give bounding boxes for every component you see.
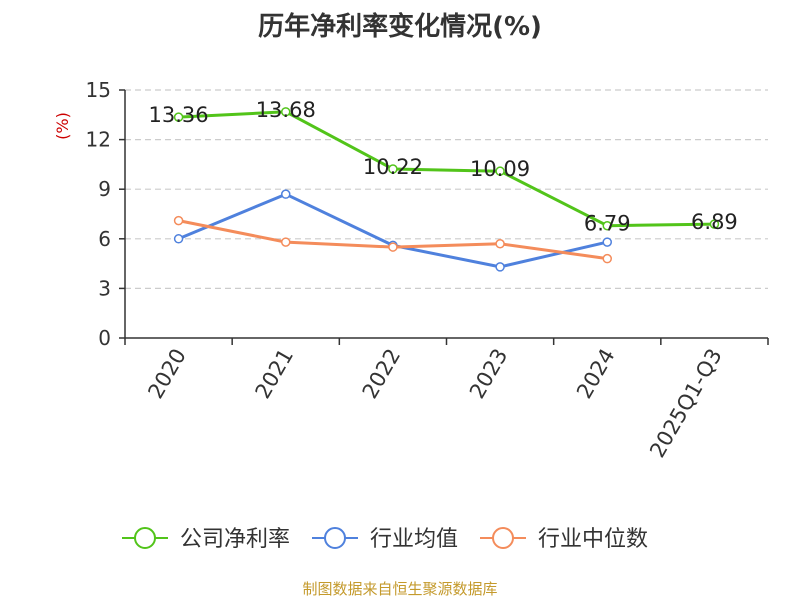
y-tick-label: 12 (86, 128, 111, 152)
x-tick-label: 2021 (251, 345, 299, 403)
y-tick-label: 0 (98, 326, 111, 350)
data-point (281, 107, 291, 117)
x-tick-label: 2020 (143, 345, 191, 403)
source-note: 制图数据来自恒生聚源数据库 (302, 580, 498, 598)
series-3 (173, 215, 612, 264)
data-label: 6.89 (691, 210, 738, 234)
legend-label: 公司净利率 (180, 527, 290, 552)
series-line (178, 110, 715, 228)
data-label: 13.36 (149, 103, 209, 127)
series-line (178, 192, 608, 269)
y-tick-label: 6 (98, 227, 111, 251)
data-point (173, 112, 184, 122)
data-point (495, 239, 505, 249)
x-tick-label: 2023 (465, 345, 513, 403)
data-point (709, 219, 720, 229)
data-label: 6.79 (584, 212, 631, 236)
legend-swatch-marker (492, 527, 514, 549)
legend-label: 行业均值 (370, 527, 458, 552)
data-point (173, 234, 184, 244)
data-point (388, 242, 398, 252)
series-line (178, 219, 608, 261)
y-tick-label: 3 (98, 276, 111, 300)
data-labels: 13.36 13.68 10.22 10.09 6.79 6.89 (149, 98, 738, 236)
legend-item: 行业均值 (312, 527, 458, 552)
x-tick-label: 2024 (572, 345, 620, 403)
data-point (495, 262, 505, 272)
legend-swatch-marker (324, 527, 346, 549)
x-tick-label: 2022 (358, 345, 406, 403)
legend-item: 公司净利率 (122, 527, 290, 552)
legend-item: 行业中位数 (480, 527, 648, 552)
data-label: 10.22 (363, 155, 423, 179)
axes: 0 3 6 9 12 15 (%) 2020 2021 2022 2023 2024 2025Q1-Q3 (53, 78, 769, 462)
x-tick-label: 2025Q1-Q3 (645, 345, 727, 462)
legend-swatch-marker (134, 527, 156, 549)
data-point (281, 237, 291, 247)
legend-label: 行业中位数 (538, 527, 648, 552)
chart-title: 历年净利率变化情况(%) (258, 12, 542, 42)
data-point (602, 220, 612, 231)
y-tick-label: 15 (86, 78, 111, 102)
data-point (602, 237, 612, 247)
series-1 (173, 107, 720, 231)
legend: 公司净利率 行业均值 行业中位数 (122, 527, 648, 552)
data-point (602, 253, 612, 264)
data-point (173, 215, 184, 226)
grid-lines (125, 89, 768, 289)
data-point (388, 164, 398, 174)
data-point (495, 166, 505, 176)
y-tick-label: 9 (98, 177, 111, 201)
series (173, 107, 720, 272)
data-label: 10.09 (470, 157, 530, 181)
y-axis-label: (%) (53, 112, 72, 140)
data-point (281, 189, 291, 199)
data-label: 13.68 (256, 98, 316, 122)
series-2 (173, 189, 612, 272)
